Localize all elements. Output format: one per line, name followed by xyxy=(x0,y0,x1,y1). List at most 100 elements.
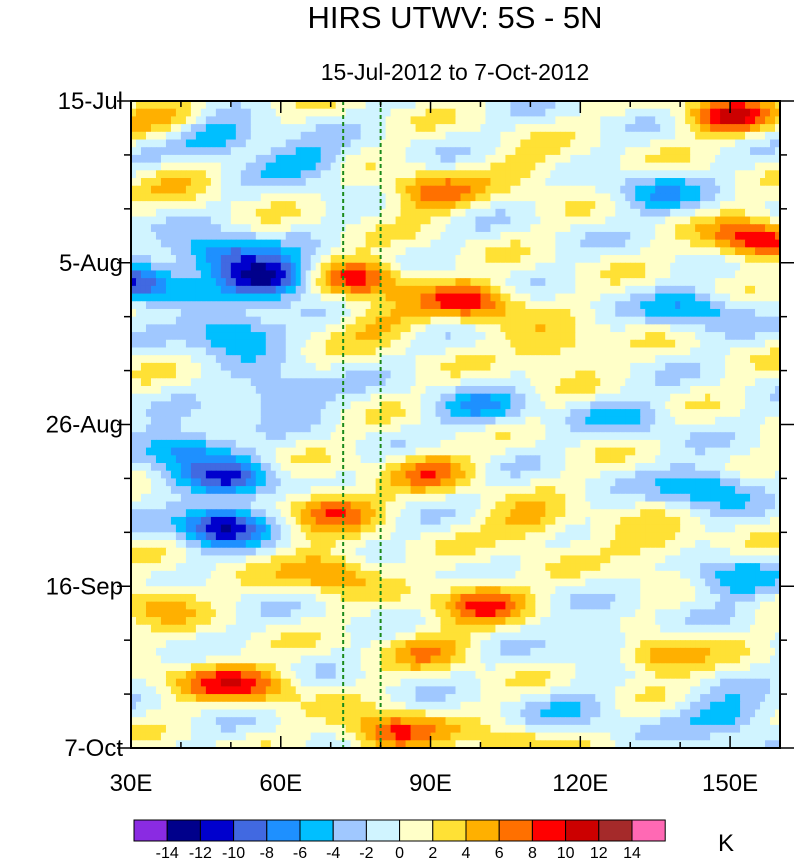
heatmap-cell xyxy=(395,178,402,187)
heatmap-cell xyxy=(350,293,357,302)
heatmap-cell xyxy=(615,116,621,125)
heatmap-cell xyxy=(610,355,616,364)
heatmap-cell xyxy=(740,378,746,387)
heatmap-cell xyxy=(640,208,646,218)
heatmap-cell xyxy=(470,131,477,141)
heatmap-cell xyxy=(370,370,377,379)
heatmap-cell xyxy=(620,239,626,248)
heatmap-cell xyxy=(595,278,601,287)
heatmap-cell xyxy=(770,324,776,333)
heatmap-cell xyxy=(450,378,457,387)
heatmap-cell xyxy=(270,101,277,110)
heatmap-cell xyxy=(435,324,442,333)
heatmap-cell xyxy=(415,324,422,333)
heatmap-cell xyxy=(140,193,147,202)
heatmap-cell xyxy=(615,262,621,272)
heatmap-cell xyxy=(335,239,342,248)
heatmap-cell xyxy=(305,116,312,125)
heatmap-cell xyxy=(265,162,272,171)
heatmap-cell xyxy=(215,293,222,302)
heatmap-cell xyxy=(605,147,611,156)
heatmap-cell xyxy=(240,332,247,341)
heatmap-cell xyxy=(395,285,402,295)
heatmap-cell xyxy=(455,285,462,295)
heatmap-cell xyxy=(420,101,427,110)
heatmap-cell xyxy=(560,370,566,379)
heatmap-cell xyxy=(620,355,626,364)
heatmap-cell xyxy=(765,208,771,218)
heatmap-cell xyxy=(445,301,452,310)
heatmap-cell xyxy=(745,178,751,187)
heatmap-cell xyxy=(215,224,222,233)
heatmap-cell xyxy=(565,162,571,171)
heatmap-cell xyxy=(325,347,332,356)
heatmap-cell xyxy=(425,278,432,287)
heatmap-cell xyxy=(735,270,741,279)
heatmap-cell xyxy=(690,362,696,372)
heatmap-cell xyxy=(570,208,576,218)
heatmap-cell xyxy=(660,285,666,295)
heatmap-cell xyxy=(630,208,636,218)
heatmap-cell xyxy=(485,370,492,379)
heatmap-cell xyxy=(485,339,492,349)
heatmap-cell xyxy=(400,332,407,341)
heatmap-cell xyxy=(270,231,277,241)
heatmap-cell xyxy=(660,178,666,187)
heatmap-cell xyxy=(695,208,701,218)
heatmap-cell xyxy=(680,301,686,310)
heatmap-cell xyxy=(565,154,571,164)
heatmap-cell xyxy=(690,301,696,310)
heatmap-cell xyxy=(345,347,352,356)
heatmap-cell xyxy=(585,293,591,302)
heatmap-cell xyxy=(450,324,457,333)
heatmap-cell xyxy=(250,301,257,310)
heatmap-cell xyxy=(745,201,751,210)
heatmap-cell xyxy=(325,162,332,171)
heatmap-cell xyxy=(370,154,377,164)
heatmap-cell xyxy=(290,147,297,156)
heatmap-cell xyxy=(135,324,142,333)
heatmap-cell xyxy=(420,301,427,310)
heatmap-cell xyxy=(230,201,237,210)
heatmap-cell xyxy=(490,208,497,218)
heatmap-cell xyxy=(185,239,192,248)
heatmap-cell xyxy=(265,278,272,287)
heatmap-cell xyxy=(400,393,407,402)
heatmap-cell xyxy=(300,239,307,248)
heatmap-cell xyxy=(595,101,601,110)
heatmap-cell xyxy=(530,231,536,241)
heatmap-cell xyxy=(625,339,631,349)
heatmap-cell xyxy=(540,347,546,356)
heatmap-cell xyxy=(675,308,681,318)
heatmap-cell xyxy=(685,224,691,233)
heatmap-cell xyxy=(750,362,756,372)
heatmap-cell xyxy=(335,224,342,233)
heatmap-cell xyxy=(700,262,706,272)
heatmap-cell xyxy=(620,124,626,133)
heatmap-cell xyxy=(605,370,611,379)
heatmap-cell xyxy=(195,108,202,117)
heatmap-cell xyxy=(305,378,312,387)
heatmap-cell xyxy=(660,332,666,341)
heatmap-cell xyxy=(715,231,721,241)
heatmap-cell xyxy=(600,170,606,179)
heatmap-cell xyxy=(485,208,492,218)
heatmap-cell xyxy=(550,324,556,333)
heatmap-cell xyxy=(235,170,242,179)
heatmap-cell xyxy=(725,208,731,218)
heatmap-cell xyxy=(415,201,422,210)
heatmap-cell xyxy=(220,178,227,187)
heatmap-cell xyxy=(580,285,586,295)
heatmap-cell xyxy=(140,370,147,379)
heatmap-cell xyxy=(775,162,780,171)
heatmap-cell xyxy=(430,208,437,218)
heatmap-cell xyxy=(640,170,646,179)
heatmap-cell xyxy=(735,116,741,125)
heatmap-cell xyxy=(670,316,676,325)
heatmap-cell xyxy=(695,131,701,141)
heatmap-cell xyxy=(350,308,357,318)
heatmap-cell xyxy=(665,170,671,179)
heatmap-cell xyxy=(140,124,147,133)
heatmap-cell xyxy=(300,193,307,202)
heatmap-cell xyxy=(245,224,252,233)
